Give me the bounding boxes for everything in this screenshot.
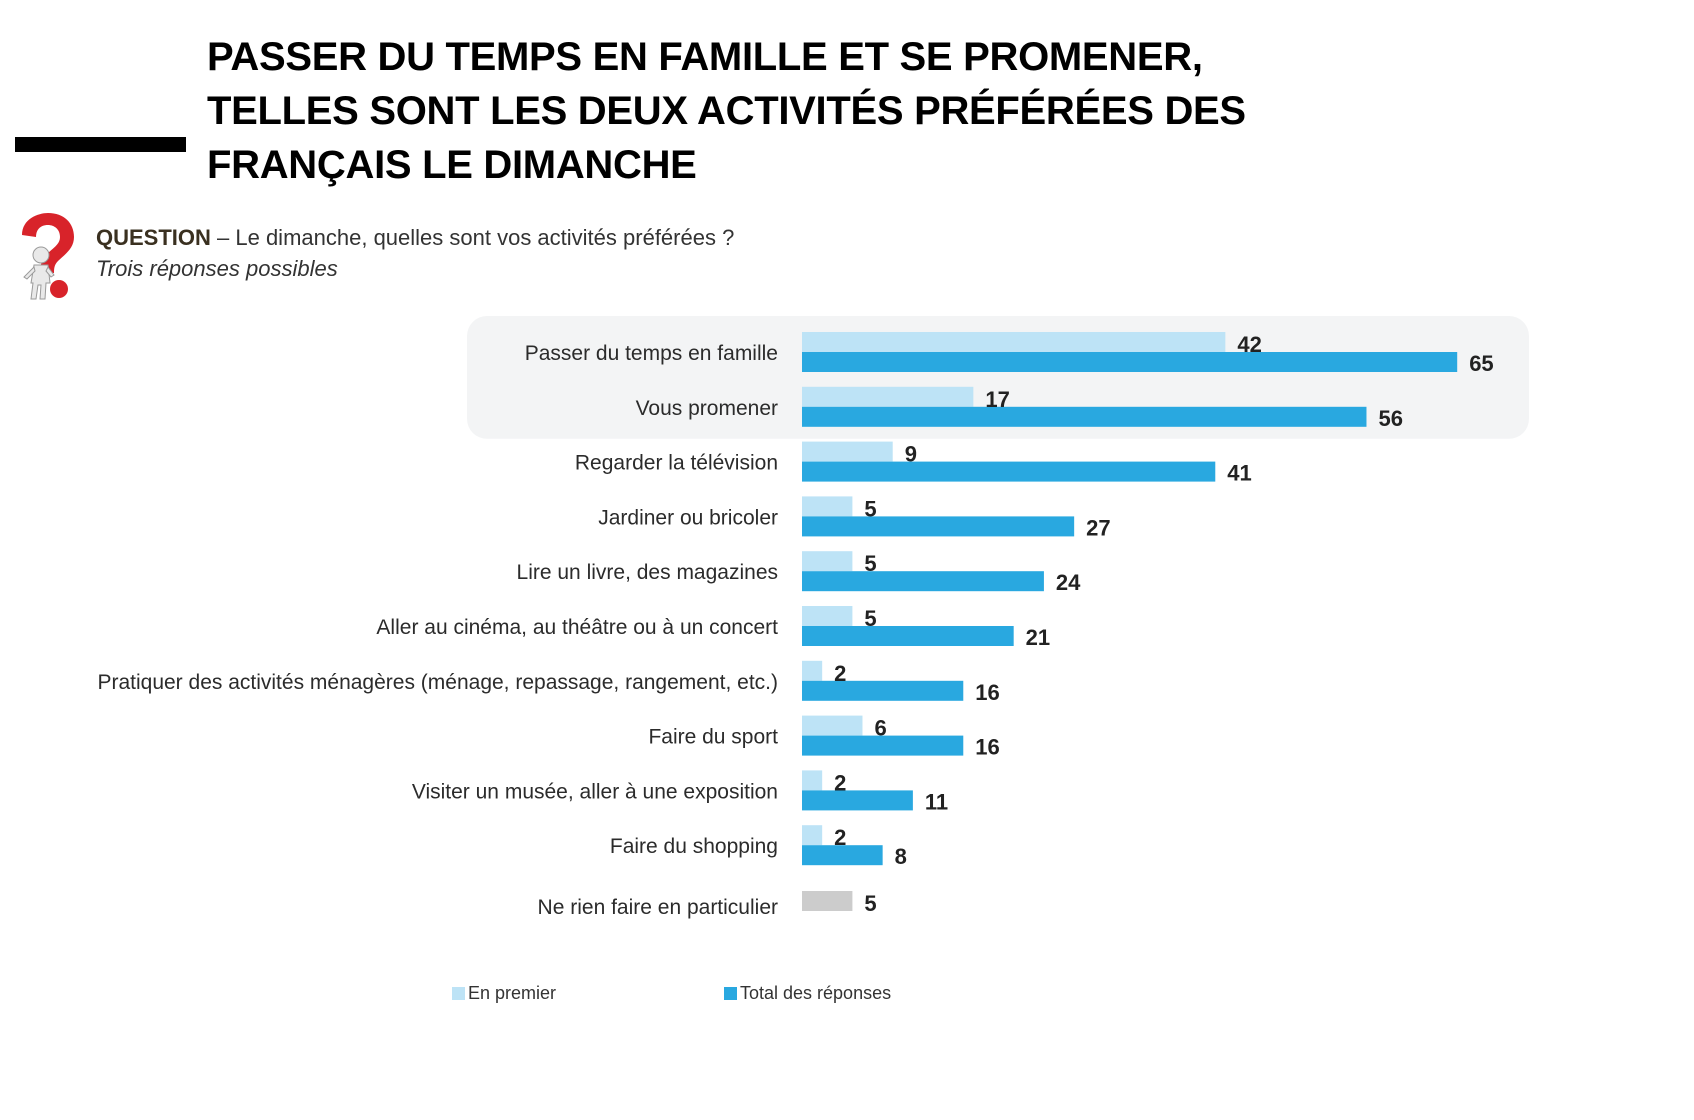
bar-neutral — [802, 891, 853, 911]
bar-en-premier — [802, 770, 823, 791]
value-label-total: 65 — [1469, 351, 1493, 376]
question-mark-figure-icon — [22, 213, 74, 300]
bar-total — [802, 845, 883, 866]
category-label: Vous promener — [636, 397, 778, 420]
value-label-en-premier: 5 — [864, 606, 876, 631]
bar-en-premier — [802, 715, 863, 736]
value-label-total: 8 — [895, 844, 907, 869]
value-label-en-premier: 5 — [864, 496, 876, 521]
value-label-en-premier: 2 — [834, 661, 846, 686]
bar-total — [802, 790, 913, 811]
category-label: Faire du shopping — [610, 835, 778, 858]
title-line-1: PASSER DU TEMPS EN FAMILLE ET SE PROMENE… — [207, 35, 1203, 79]
question-subtext: Trois réponses possibles — [96, 256, 338, 281]
bar-en-premier — [802, 441, 893, 462]
value-label-en-premier: 5 — [864, 551, 876, 576]
bar-total — [802, 352, 1458, 372]
category-label: Visiter un musée, aller à une exposition — [412, 780, 778, 803]
question-text: – Le dimanche, quelles sont vos activité… — [210, 225, 735, 250]
value-label-total: 16 — [975, 680, 999, 705]
title-line-2: TELLES SONT LES DEUX ACTIVITÉS PRÉFÉRÉES… — [207, 89, 1246, 133]
category-label: Ne rien faire en particulier — [538, 896, 778, 919]
bar-total — [802, 680, 964, 701]
legend-swatch-en-premier — [452, 987, 465, 1000]
legend-label-total: Total des réponses — [740, 983, 892, 1003]
category-label: Jardiner ou bricoler — [598, 506, 778, 529]
bar-en-premier — [802, 825, 823, 846]
value-label-en-premier: 2 — [834, 825, 846, 850]
category-label: Faire du sport — [648, 726, 778, 749]
value-label-total: 27 — [1086, 515, 1110, 540]
value-label-en-premier: 6 — [874, 716, 886, 741]
page-title: PASSER DU TEMPS EN FAMILLE ET SE PROMENE… — [207, 30, 1647, 192]
legend-item-total: Total des réponses — [724, 983, 891, 1004]
bar-total — [802, 626, 1014, 646]
value-label-en-premier: 9 — [905, 442, 917, 467]
value-label-en-premier: 5 — [864, 891, 876, 916]
bar-en-premier — [802, 606, 853, 626]
category-label: Aller au cinéma, au théâtre ou à un conc… — [376, 616, 778, 639]
category-label: Passer du temps en famille — [525, 342, 778, 365]
value-label-total: 41 — [1227, 461, 1251, 486]
value-label-total: 11 — [925, 789, 948, 814]
bar-en-premier — [802, 386, 974, 407]
value-label-en-premier: 42 — [1237, 332, 1261, 357]
category-labels-group: Passer du temps en famille Vous promener R… — [97, 342, 778, 919]
legend-item-en-premier: En premier — [452, 983, 556, 1004]
bar-en-premier — [802, 496, 853, 517]
bar-total — [802, 406, 1367, 427]
bar-en-premier — [802, 332, 1226, 352]
bar-en-premier — [802, 551, 853, 572]
value-label-en-premier: 17 — [985, 387, 1009, 412]
category-label: Lire un livre, des magazines — [517, 561, 778, 584]
title-accent-bar — [15, 137, 186, 152]
legend-label-en-premier: En premier — [468, 983, 557, 1003]
bar-chart: Passer du temps en famille Vous promener R… — [97, 316, 1529, 919]
title-line-3: FRANÇAIS LE DIMANCHE — [207, 143, 697, 187]
question-block: QUESTION – Le dimanche, quelles sont vos… — [96, 222, 734, 284]
value-label-total: 16 — [975, 735, 999, 760]
category-label: Pratiquer des activités ménagères (ménag… — [97, 671, 778, 694]
question-keyword: QUESTION — [96, 225, 211, 250]
bar-total — [802, 516, 1075, 537]
value-label-total: 21 — [1026, 625, 1050, 650]
bar-en-premier — [802, 660, 823, 681]
bars-group — [802, 332, 1458, 911]
bar-total — [802, 461, 1216, 482]
bar-total — [802, 571, 1044, 592]
value-label-en-premier: 2 — [834, 770, 846, 795]
category-label: Regarder la télévision — [575, 452, 778, 475]
value-label-total: 24 — [1056, 570, 1081, 595]
legend-swatch-total — [724, 987, 737, 1000]
bar-total — [802, 735, 964, 756]
value-label-total: 56 — [1378, 406, 1402, 431]
